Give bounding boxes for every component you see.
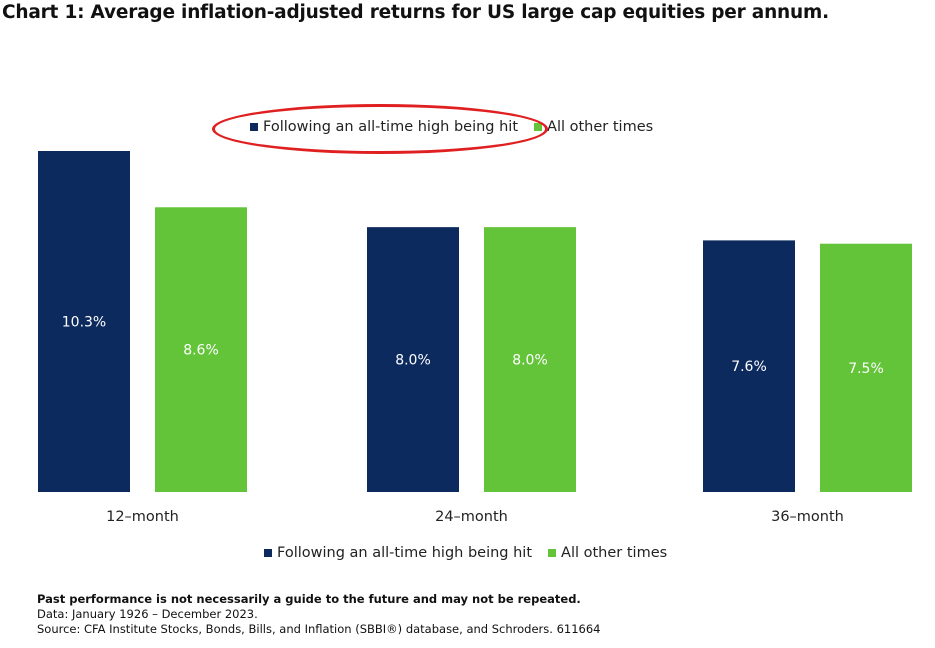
footnote-disclaimer: Past performance is not necessarily a gu… [37,592,581,606]
bar-value-label: 7.5% [848,361,884,377]
chart-title: Chart 1: Average inflation-adjusted retu… [2,2,829,23]
legend-top-item-other-times: All other times [534,119,653,135]
legend-bottom-item-following-ath: Following an all-time high being hit [264,545,532,561]
bar-other-times-3 [820,243,912,492]
legend-swatch-navy [264,549,272,557]
bar-value-label: 10.3% [62,315,106,331]
bar-following-ath-3 [703,240,795,492]
legend-top-label-other-times: All other times [547,119,654,135]
x-tick-label: 36–month [771,509,844,525]
footnotes: Past performance is not necessarily a gu… [37,592,600,637]
bar-other-times-1 [155,207,247,492]
bar-following-ath-1 [38,151,130,492]
bar-value-label: 7.6% [731,359,767,375]
x-tick-label: 12–month [106,509,179,525]
legend-bottom-item-other-times: All other times [548,545,667,561]
bar-other-times-2 [484,227,576,492]
footnote-source: Source: CFA Institute Stocks, Bonds, Bil… [37,622,601,636]
bar-value-label: 8.6% [183,343,219,359]
legend-bottom: Following an all-time high being hit All… [264,545,667,561]
bar-value-label: 8.0% [395,353,431,369]
highlight-ellipse-annotation [212,104,548,154]
legend-bottom-label-other-times: All other times [561,545,668,561]
bar-value-label: 8.0% [512,353,548,369]
legend-swatch-green [548,549,557,557]
footnote-data-range: Data: January 1926 – December 2023. [37,607,258,621]
bar-following-ath-2 [367,227,459,492]
legend-bottom-label-following-ath: Following an all-time high being hit [277,545,533,561]
x-tick-label: 24–month [435,509,508,525]
